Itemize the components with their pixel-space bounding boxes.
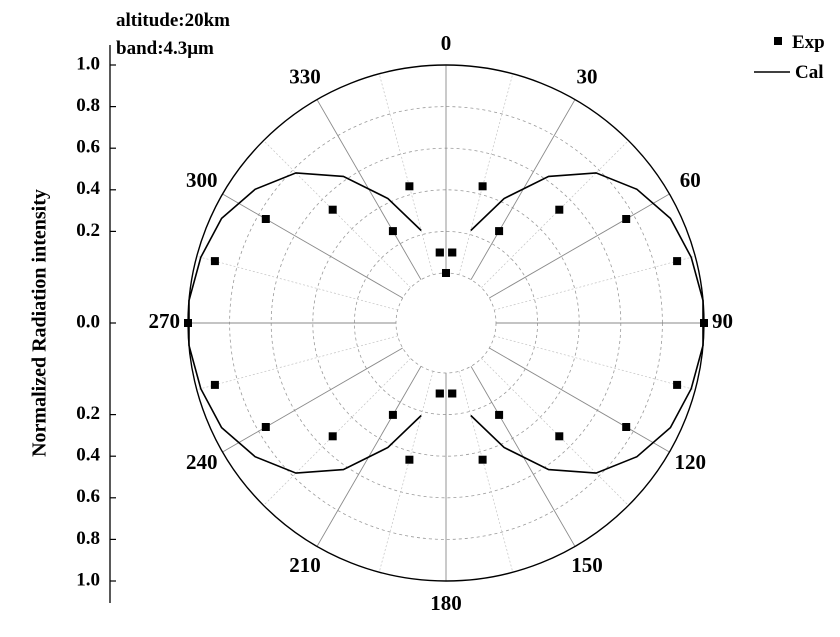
grid-circle: [395, 272, 497, 374]
exp-point: [261, 215, 270, 223]
grid-spoke-minor: [481, 358, 629, 506]
radial-tick-label-upper-0: 1.0: [76, 53, 100, 74]
radial-tick-label-lower-4: 1.0: [76, 569, 100, 590]
exp-point: [328, 205, 337, 214]
grid-spoke-minor: [378, 73, 434, 275]
exp-point: [700, 319, 708, 327]
grid-spoke-major: [489, 193, 670, 299]
radial-tick-labels: 1.0 0.8 0.6 0.4 0.2 0.0 0.2 0.4 0.6 0.8 1.0: [76, 53, 100, 590]
exp-point: [448, 389, 457, 398]
radial-axis: [109, 45, 116, 603]
radial-tick-label-upper-3: 0.4: [76, 178, 100, 199]
exp-point: [388, 227, 397, 236]
angle-tick-60: 60: [680, 168, 701, 192]
radial-tick-label-upper-2: 0.6: [76, 137, 100, 158]
exp-point: [673, 380, 682, 389]
legend-exp-marker: [774, 37, 782, 45]
grid-spoke-minor: [196, 335, 398, 391]
grid-spoke-major: [489, 347, 670, 453]
exp-point: [448, 248, 457, 257]
angle-tick-150: 150: [571, 553, 603, 577]
grid-spoke-minor: [458, 73, 514, 275]
exp-point: [435, 389, 444, 398]
grid-spoke-major: [222, 193, 403, 299]
grid-spoke-minor: [263, 140, 411, 288]
exp-point: [673, 257, 682, 266]
y-axis-label: Normalized Radiation intensity: [29, 189, 51, 457]
exp-point: [622, 423, 631, 431]
exp-point: [261, 423, 270, 431]
grid-spoke-minor: [458, 371, 514, 573]
exp-point: [478, 455, 487, 464]
grid-spoke-minor: [263, 358, 411, 506]
exp-point: [388, 410, 397, 419]
grid-spoke-minor: [494, 335, 696, 391]
angle-tick-180: 180: [430, 591, 462, 615]
angle-tick-240: 240: [186, 450, 218, 474]
exp-point: [495, 410, 504, 419]
exp-point: [405, 455, 414, 464]
radial-tick-label-upper-1: 0.8: [76, 95, 100, 116]
grid-spoke-minor: [196, 255, 398, 311]
polar-grid: [187, 64, 705, 582]
band-annotation: band:4.3μm: [116, 38, 214, 59]
exp-point: [495, 227, 504, 236]
legend-exp-label: Exp: [792, 32, 825, 53]
exp-point: [210, 380, 219, 389]
grid-spoke-minor: [378, 371, 434, 573]
exp-point: [210, 257, 219, 266]
angle-tick-30: 30: [577, 65, 598, 89]
exp-point: [622, 215, 631, 223]
legend: Exp Cal: [754, 32, 825, 83]
angle-tick-300: 300: [186, 168, 218, 192]
radial-tick-label-lower-0: 0.2: [76, 403, 100, 424]
angle-tick-210: 210: [289, 553, 321, 577]
radial-tick-label-lower-1: 0.4: [76, 445, 100, 466]
angle-tick-0: 0: [441, 31, 452, 55]
series-exp: [184, 182, 708, 464]
exp-point: [442, 269, 450, 277]
exp-point: [555, 432, 564, 441]
angle-tick-90: 90: [712, 309, 733, 333]
exp-point: [555, 205, 564, 214]
radial-tick-label-upper-4: 0.2: [76, 220, 100, 241]
exp-point: [478, 182, 487, 191]
angle-tick-330: 330: [289, 65, 321, 89]
exp-point: [435, 248, 444, 257]
angle-tick-270: 270: [149, 309, 181, 333]
grid-spoke-major: [222, 347, 403, 453]
exp-point: [328, 432, 337, 441]
exp-point: [405, 182, 414, 191]
radial-tick-label-lower-3: 0.8: [76, 528, 100, 549]
radial-tick-label-lower-2: 0.6: [76, 486, 100, 507]
altitude-annotation: altitude:20km: [116, 10, 230, 31]
exp-point: [184, 319, 192, 327]
radial-tick-label-upper-5: 0.0: [76, 311, 100, 332]
legend-cal-label: Cal: [795, 62, 824, 83]
angular-tick-labels: 0 30 60 90 120 150 180 210 240 270 300 330: [149, 31, 734, 615]
grid-spoke-minor: [494, 255, 696, 311]
grid-spoke-minor: [481, 140, 629, 288]
angle-tick-120: 120: [674, 450, 706, 474]
